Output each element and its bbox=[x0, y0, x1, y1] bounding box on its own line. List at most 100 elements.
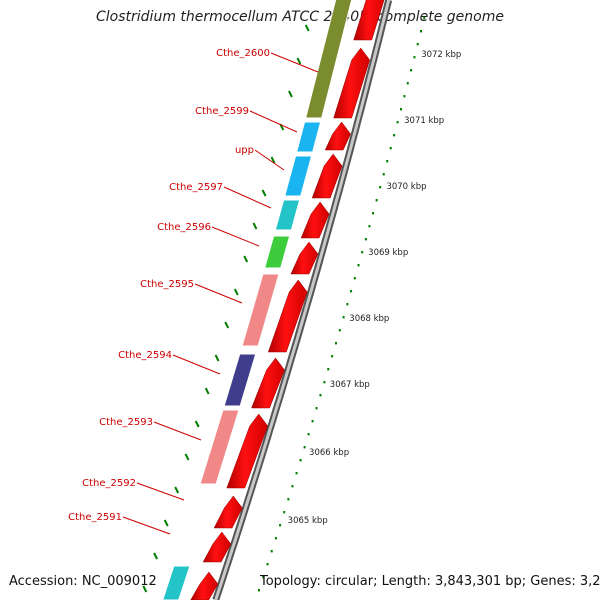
gc-tick-mark bbox=[299, 459, 302, 462]
gc-tick-mark bbox=[364, 238, 367, 241]
gc-tick-mark bbox=[262, 576, 265, 579]
gc-tick-mark bbox=[393, 134, 396, 137]
gc-tick-mark bbox=[375, 199, 378, 202]
cds-arrow bbox=[311, 153, 343, 199]
gene-label-leader bbox=[270, 52, 319, 73]
cds-arrow bbox=[251, 357, 285, 409]
gc-tick-mark bbox=[334, 342, 337, 345]
gene-label: Cthe_2594 bbox=[118, 350, 172, 361]
gene-feature-block bbox=[199, 409, 240, 485]
gc-tick-mark bbox=[295, 472, 298, 475]
colored-feature-layer bbox=[162, 0, 353, 600]
gene-label-leader bbox=[254, 149, 285, 171]
gene-label: Cthe_2592 bbox=[82, 478, 136, 489]
feature-tick-mark bbox=[194, 420, 200, 428]
scale-label: 3066 kbp bbox=[309, 448, 349, 458]
gene-label-leader bbox=[249, 110, 298, 133]
cds-arrow bbox=[324, 121, 351, 151]
gc-tick-mark bbox=[350, 290, 353, 293]
gc-tick-mark bbox=[386, 160, 389, 163]
gc-tick-mark bbox=[274, 537, 277, 540]
scale-label: 3072 kbp bbox=[421, 50, 461, 60]
feature-tick-mark bbox=[270, 156, 276, 164]
gc-tick-mark bbox=[307, 433, 310, 436]
feature-tick-mark bbox=[296, 57, 302, 65]
gc-tick-mark bbox=[423, 17, 426, 20]
gc-tick-mark bbox=[361, 251, 364, 254]
gc-tick-mark bbox=[315, 407, 318, 410]
gc-tick-mark bbox=[257, 589, 260, 592]
gc-tick-mark bbox=[338, 329, 341, 332]
scale-layer: 3072 kbp 3071 kbp 3070 kbp 3069 kbp 3068 kbp… bbox=[288, 50, 462, 526]
cds-arrow bbox=[190, 571, 219, 600]
gc-tick-mark bbox=[406, 82, 409, 85]
gc-tick-mark bbox=[342, 316, 345, 319]
gc-tick-mark bbox=[311, 420, 314, 423]
gc-tick-mark bbox=[303, 446, 306, 449]
gc-tick-mark bbox=[389, 147, 392, 150]
gene-label-leader bbox=[153, 421, 202, 441]
feature-tick-mark bbox=[142, 585, 148, 593]
feature-tick-mark bbox=[153, 552, 158, 560]
feature-tick-mark bbox=[204, 387, 210, 395]
gene-feature-block bbox=[241, 273, 280, 347]
scale-label: 3070 kbp bbox=[386, 182, 426, 192]
feature-tick-mark bbox=[243, 255, 249, 263]
gc-tick-mark bbox=[279, 524, 282, 527]
gc-tick-mark bbox=[331, 355, 334, 358]
cds-layer bbox=[190, 0, 385, 600]
gc-tick-mark bbox=[410, 69, 413, 72]
backbone-highlight bbox=[214, 0, 391, 600]
feature-tick-mark bbox=[304, 24, 310, 32]
gene-feature-block bbox=[274, 199, 301, 231]
gc-tick-mark bbox=[346, 303, 349, 306]
gene-label-leader bbox=[122, 516, 171, 535]
scale-label: 3071 kbp bbox=[404, 116, 444, 126]
gene-label-leader bbox=[223, 186, 272, 209]
genome-summary: Topology: circular; Length: 3,843,301 bp… bbox=[260, 574, 600, 589]
cds-arrow bbox=[226, 413, 269, 489]
gc-tick-mark bbox=[396, 121, 399, 124]
feature-tick-mark bbox=[163, 519, 169, 527]
gene-label: Cthe_2591 bbox=[68, 512, 122, 523]
gc-tick-mark bbox=[283, 511, 286, 514]
gene-feature-block bbox=[223, 353, 257, 407]
accession-text: Accession: NC_009012 bbox=[9, 574, 157, 589]
feature-tick-mark bbox=[224, 321, 230, 329]
gc-tick-mark bbox=[266, 563, 269, 566]
gene-feature-block bbox=[284, 155, 313, 197]
backbone-layer bbox=[212, 0, 393, 600]
scale-label: 3065 kbp bbox=[288, 516, 328, 526]
gc-tick-mark bbox=[327, 368, 330, 371]
gene-label: Cthe_2599 bbox=[195, 106, 249, 117]
gene-label: Cthe_2593 bbox=[99, 417, 153, 428]
gene-label-leader bbox=[172, 354, 221, 375]
gc-tick-mark bbox=[323, 381, 326, 384]
feature-tick-mark bbox=[233, 288, 239, 296]
gene-label: Cthe_2597 bbox=[169, 182, 223, 193]
feature-tick-mark bbox=[214, 354, 220, 362]
gc-tick-mark bbox=[413, 56, 416, 59]
feature-tick-mark bbox=[184, 453, 190, 461]
gene-feature-block bbox=[162, 565, 191, 600]
scale-label: 3067 kbp bbox=[330, 380, 370, 390]
feature-tick-mark bbox=[252, 222, 258, 230]
cds-arrow bbox=[267, 279, 308, 353]
gc-tick-mark bbox=[287, 498, 290, 501]
gc-tick-mark bbox=[319, 394, 322, 397]
gene-label: Cthe_2596 bbox=[157, 222, 211, 233]
gc-tick-mark bbox=[372, 212, 375, 215]
gc-tick-mark bbox=[400, 108, 403, 111]
cds-arrow bbox=[353, 0, 385, 41]
feature-tick-mark bbox=[174, 486, 180, 494]
gene-label-leader bbox=[211, 226, 260, 247]
gene-label-leader bbox=[136, 482, 185, 501]
cds-arrow bbox=[290, 241, 319, 275]
scale-label: 3069 kbp bbox=[368, 248, 408, 258]
gc-tick-mark bbox=[291, 485, 294, 488]
gc-tick-mark bbox=[270, 550, 273, 553]
cds-arrow bbox=[300, 201, 330, 239]
cds-arrow bbox=[333, 47, 370, 119]
cds-arrow bbox=[202, 531, 232, 563]
